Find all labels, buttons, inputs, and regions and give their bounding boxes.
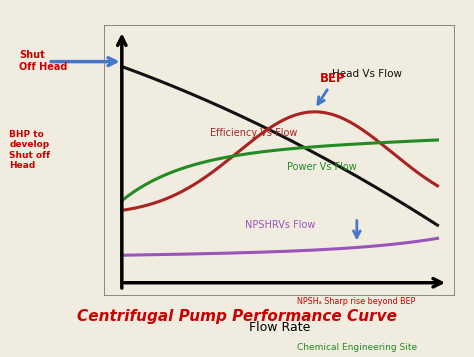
Text: BHP to
develop
Shut off
Head: BHP to develop Shut off Head: [9, 130, 51, 170]
Text: BEP: BEP: [320, 72, 346, 85]
Text: Centrifugal Pump Performance Curve: Centrifugal Pump Performance Curve: [77, 309, 397, 324]
Text: NPSHRVs Flow: NPSHRVs Flow: [245, 221, 315, 231]
Text: Power Vs Flow: Power Vs Flow: [287, 162, 356, 172]
Text: NPSHₐ Sharp rise beyond BEP: NPSHₐ Sharp rise beyond BEP: [297, 297, 416, 306]
Text: Chemical Engineering Site: Chemical Engineering Site: [297, 343, 417, 352]
Text: Efficiency Vs Flow: Efficiency Vs Flow: [210, 128, 297, 138]
Text: Head Vs Flow: Head Vs Flow: [332, 69, 402, 79]
Text: Flow Rate: Flow Rate: [249, 321, 310, 334]
Text: Shut
Off Head: Shut Off Head: [19, 50, 67, 72]
